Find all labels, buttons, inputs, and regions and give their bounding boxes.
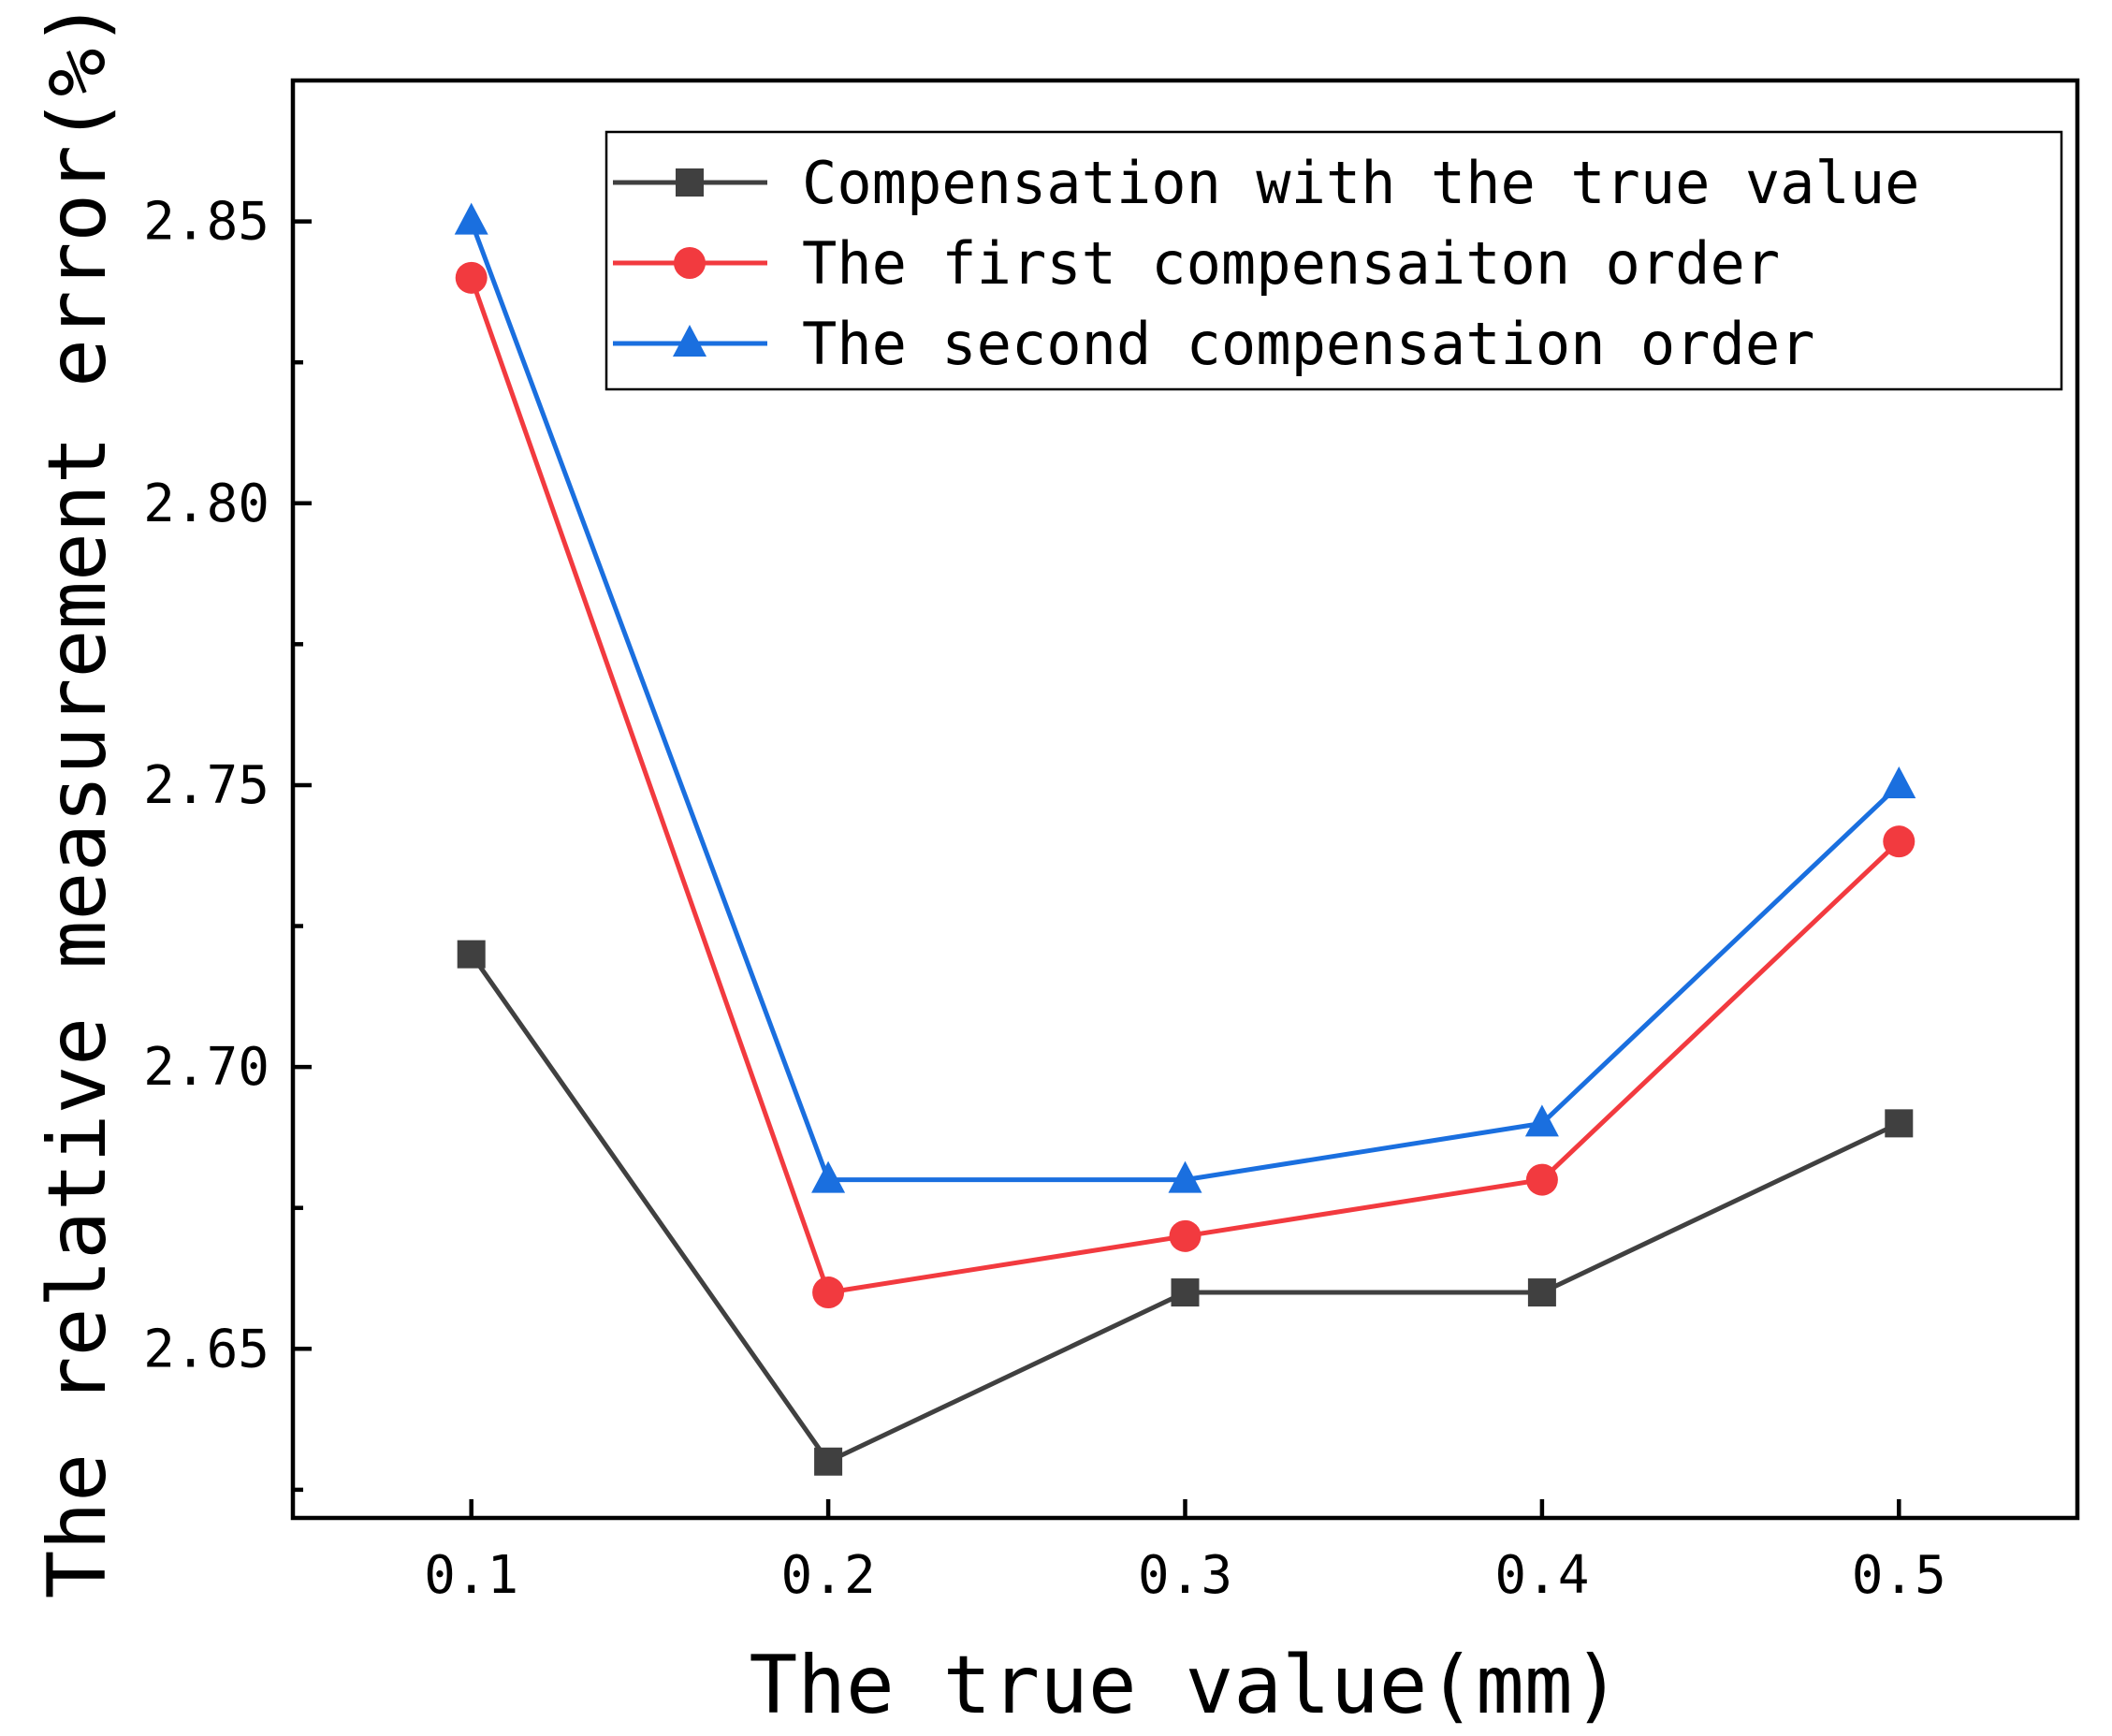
y-axis: 2.65 2.70 2.75 2.80 2.85 — [143, 192, 312, 1493]
x-tick-label: 0.3 — [1138, 1545, 1232, 1606]
triangle-marker — [1882, 766, 1916, 798]
square-marker — [1885, 1109, 1914, 1138]
legend-label: Compensation with the true value — [802, 149, 1919, 217]
series-line — [469, 276, 1901, 1295]
series-1 — [457, 940, 1914, 1476]
series-line — [469, 953, 1901, 1465]
square-marker — [814, 1447, 843, 1476]
legend-label: The first compensaiton order — [802, 229, 1780, 298]
y-tick-label: 2.70 — [143, 1037, 269, 1098]
y-tick-label: 2.65 — [143, 1319, 269, 1379]
legend-item: The first compensaiton order — [613, 229, 1780, 298]
y-tick-label: 2.85 — [143, 192, 269, 253]
triangle-marker — [454, 202, 488, 235]
legend-label: The second compensation order — [802, 310, 1815, 378]
series-layer — [454, 202, 1916, 1476]
legend-item: Compensation with the true value — [613, 149, 1919, 217]
x-axis-title: The true value(mm) — [750, 1639, 1622, 1732]
circle-marker — [1525, 1163, 1558, 1196]
triangle-marker — [1168, 1160, 1202, 1193]
legend: Compensation with the true value The firs… — [604, 130, 2063, 391]
triangle-marker — [1524, 1104, 1559, 1137]
y-tick-label: 2.80 — [143, 474, 269, 534]
series-2 — [455, 261, 1915, 1309]
series-3 — [454, 202, 1916, 1193]
x-tick-label: 0.1 — [424, 1545, 518, 1606]
x-tick-label: 0.5 — [1852, 1545, 1946, 1606]
legend-box — [604, 130, 2063, 391]
circle-marker — [674, 247, 706, 279]
square-marker — [676, 168, 704, 197]
legend-item: The second compensation order — [613, 310, 1815, 378]
x-tick-label: 0.4 — [1494, 1545, 1589, 1606]
circle-marker — [812, 1276, 845, 1309]
x-axis: 0.1 0.2 0.3 0.4 0.5 — [424, 1499, 1946, 1606]
square-marker — [457, 940, 486, 969]
circle-marker — [1883, 825, 1915, 858]
x-tick-label: 0.2 — [781, 1545, 876, 1606]
square-marker — [1171, 1278, 1200, 1307]
y-axis-title: The relative measurement error(%) — [31, 0, 124, 1598]
triangle-marker — [673, 325, 706, 357]
y-tick-label: 2.75 — [143, 755, 269, 816]
circle-marker — [1169, 1219, 1202, 1252]
triangle-marker — [811, 1160, 846, 1193]
square-marker — [1527, 1278, 1556, 1307]
circle-marker — [455, 261, 488, 294]
